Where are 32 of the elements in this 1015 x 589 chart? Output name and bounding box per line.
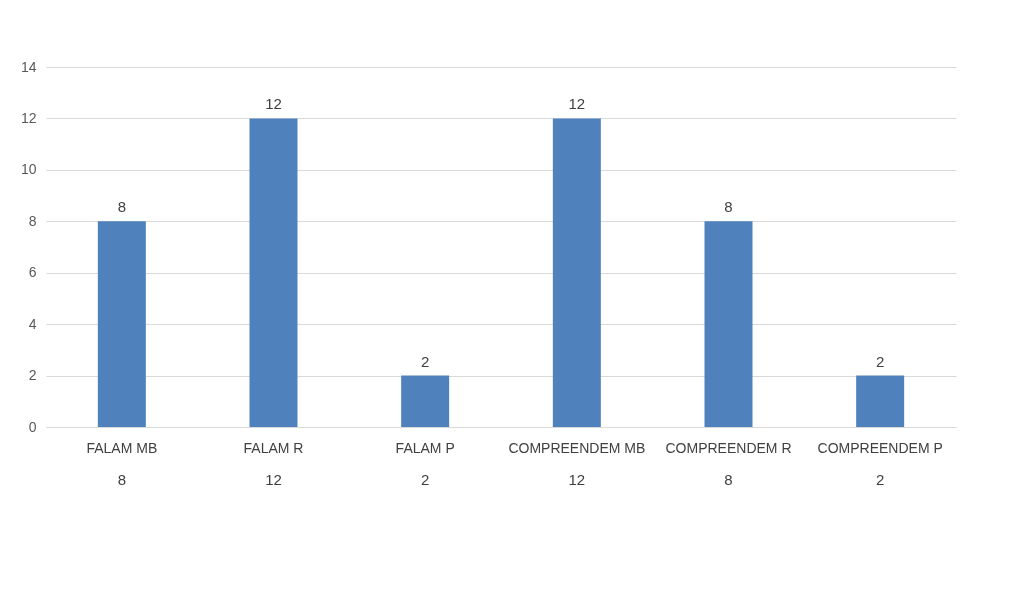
data-label: 8 — [724, 471, 733, 488]
x-tick-label: COMPREENDEM MB — [508, 439, 646, 456]
data-label: 8 — [117, 471, 127, 488]
y-tick-label: 14 — [20, 58, 37, 75]
bar — [401, 375, 450, 427]
x-tick-label: COMPREENDEM P — [817, 439, 943, 456]
x-tick-label: FALAM R — [243, 439, 304, 456]
y-tick-label: 12 — [20, 109, 37, 126]
bar — [97, 221, 146, 427]
bar — [856, 375, 905, 427]
y-tick-label: 4 — [28, 315, 37, 332]
y-tick-label: 6 — [28, 264, 37, 281]
bar — [249, 118, 298, 427]
bar — [704, 221, 753, 427]
annotation: 8 — [117, 198, 127, 216]
annotation: 8 — [724, 198, 733, 216]
data-label: 12 — [568, 471, 586, 488]
y-tick-label: 10 — [20, 161, 37, 178]
annotation: 2 — [875, 352, 885, 370]
data-label: 12 — [265, 471, 282, 488]
y-tick-label: 0 — [28, 418, 37, 435]
x-tick-label: COMPREENDEM R — [665, 439, 792, 456]
x-tick-label: FALAM P — [395, 439, 455, 456]
y-tick-label: 2 — [28, 367, 37, 384]
data-label: 2 — [875, 471, 885, 488]
annotation: 2 — [420, 352, 430, 370]
y-tick-label: 8 — [28, 212, 37, 229]
x-tick-label: FALAM MB — [86, 439, 158, 456]
annotation: 12 — [265, 95, 282, 113]
annotation: 12 — [568, 95, 586, 113]
data-label: 2 — [420, 471, 430, 488]
bar — [552, 118, 601, 427]
